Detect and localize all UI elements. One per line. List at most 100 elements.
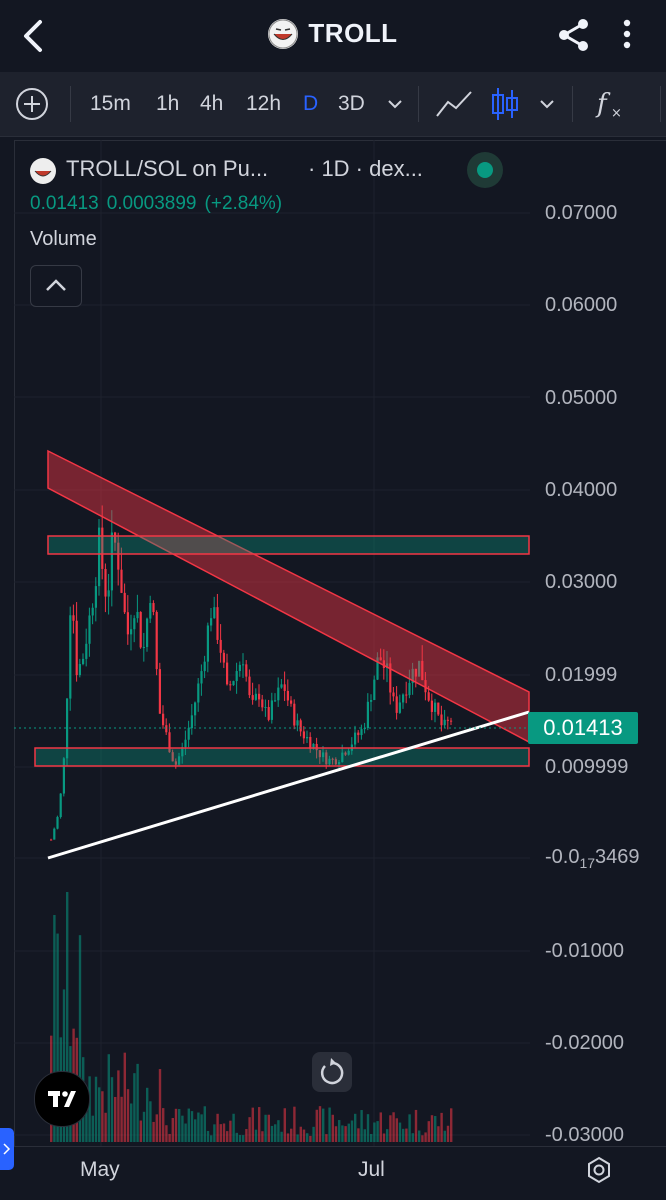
- volume-bar: [66, 892, 69, 1142]
- interval-12h[interactable]: 12h: [246, 92, 282, 115]
- top-bar: TROLL: [0, 0, 666, 73]
- volume-bar: [251, 1107, 254, 1142]
- volume-bar: [440, 1112, 443, 1142]
- price-summary: 0.01413 0.0003899 (+2.84%): [30, 193, 290, 215]
- volume-label[interactable]: Volume: [30, 228, 97, 250]
- candle-body: [123, 592, 126, 613]
- volume-bar: [158, 1069, 162, 1142]
- volume-bar: [386, 1129, 389, 1142]
- time-label: Jul: [358, 1158, 385, 1181]
- volume-bar: [171, 1117, 174, 1142]
- interval-3d[interactable]: 3D: [338, 92, 365, 115]
- volume-bar: [85, 1105, 88, 1142]
- candle-body: [142, 646, 145, 648]
- candle-body: [398, 702, 401, 713]
- candle-body: [338, 762, 341, 765]
- chart-toolbar: 15m 1h 4h 12h D 3D f ×: [0, 72, 666, 137]
- chevron-up-icon: [46, 279, 66, 291]
- volume-bar: [421, 1135, 424, 1142]
- candle-body: [357, 732, 360, 736]
- volume-bar: [126, 1089, 130, 1142]
- tradingview-logo[interactable]: [34, 1071, 90, 1127]
- indicators-button[interactable]: f ×: [594, 86, 628, 127]
- time-axis[interactable]: [14, 1146, 666, 1200]
- candle-body: [427, 692, 430, 701]
- volume-bar: [254, 1129, 258, 1142]
- volume-bar: [331, 1114, 334, 1142]
- add-symbol-button[interactable]: [14, 86, 50, 127]
- candle-body: [203, 661, 206, 672]
- candle-body: [341, 752, 344, 763]
- volume-bar: [91, 1115, 94, 1142]
- chevron-down-icon: [388, 100, 402, 109]
- candle-body: [66, 698, 69, 759]
- candles-button[interactable]: [490, 86, 520, 127]
- volume-bar: [366, 1114, 370, 1142]
- interval-1h[interactable]: 1h: [156, 92, 180, 115]
- chevron-left-icon: [24, 20, 42, 52]
- candle-body: [210, 618, 213, 626]
- candle-body: [194, 702, 197, 716]
- toolbar-divider: [70, 86, 71, 122]
- plus-circle-icon: [16, 88, 48, 120]
- fx-icon: f ×: [595, 89, 622, 121]
- candle-body: [104, 568, 107, 597]
- reset-chart-button[interactable]: [312, 1052, 352, 1092]
- candle-body: [82, 658, 85, 665]
- chart-panel[interactable]: [14, 140, 666, 1147]
- candle-body: [309, 736, 312, 749]
- volume-bar: [379, 1112, 382, 1142]
- volume-bar: [402, 1128, 405, 1142]
- candle-body: [421, 660, 424, 681]
- tradingview-logo-icon: [48, 1091, 76, 1107]
- candle-body: [178, 756, 181, 765]
- volume-bar: [133, 1073, 136, 1142]
- market-status[interactable]: [467, 152, 503, 188]
- candle-body: [408, 683, 411, 696]
- candle-body: [430, 700, 433, 712]
- volume-bar: [411, 1133, 414, 1142]
- interval-4h[interactable]: 4h: [200, 92, 224, 115]
- volume-bar: [213, 1124, 216, 1142]
- volume-bar: [88, 1076, 91, 1142]
- candle-body: [418, 660, 421, 677]
- volume-bar: [226, 1131, 229, 1142]
- volume-bar: [114, 1096, 117, 1142]
- candle-body: [443, 719, 446, 726]
- interval-dropdown[interactable]: [385, 94, 405, 119]
- more-button[interactable]: [612, 16, 642, 54]
- side-panel-handle[interactable]: [0, 1128, 14, 1170]
- price-change-pct: (+2.84%): [204, 193, 283, 214]
- candle-body: [139, 611, 142, 648]
- volume-bar: [219, 1124, 222, 1142]
- candle-body: [174, 761, 177, 765]
- candle-body: [229, 684, 232, 686]
- candle-body: [59, 793, 62, 818]
- candle-body: [238, 664, 241, 672]
- symbol-meta: · 1D · dex...: [308, 156, 423, 181]
- volume-bar: [277, 1120, 280, 1142]
- volume-bar: [306, 1133, 309, 1142]
- volume-bar: [261, 1131, 264, 1142]
- volume-bar: [414, 1109, 418, 1142]
- candle-body: [133, 618, 136, 630]
- support-zone: [34, 747, 530, 767]
- gear-icon: [588, 1156, 610, 1184]
- symbol-pair[interactable]: TROLL/SOL on Pu...: [66, 156, 269, 181]
- resistance-zone: [47, 535, 530, 555]
- volume-bar: [424, 1132, 427, 1142]
- line-chart-button[interactable]: [434, 86, 474, 127]
- collapse-legend-button[interactable]: [30, 265, 82, 307]
- interval-d[interactable]: D: [303, 92, 319, 115]
- share-button[interactable]: [555, 16, 593, 54]
- chart-settings-button[interactable]: [584, 1155, 614, 1185]
- reset-icon: [320, 1058, 344, 1085]
- back-button[interactable]: [14, 16, 54, 56]
- volume-bar: [181, 1115, 184, 1142]
- candle-body: [434, 702, 437, 712]
- candle-body: [53, 828, 56, 840]
- volume-bar: [94, 1076, 98, 1142]
- chart-type-dropdown[interactable]: [537, 94, 557, 119]
- candle-body: [219, 639, 222, 653]
- interval-15m[interactable]: 15m: [90, 92, 131, 115]
